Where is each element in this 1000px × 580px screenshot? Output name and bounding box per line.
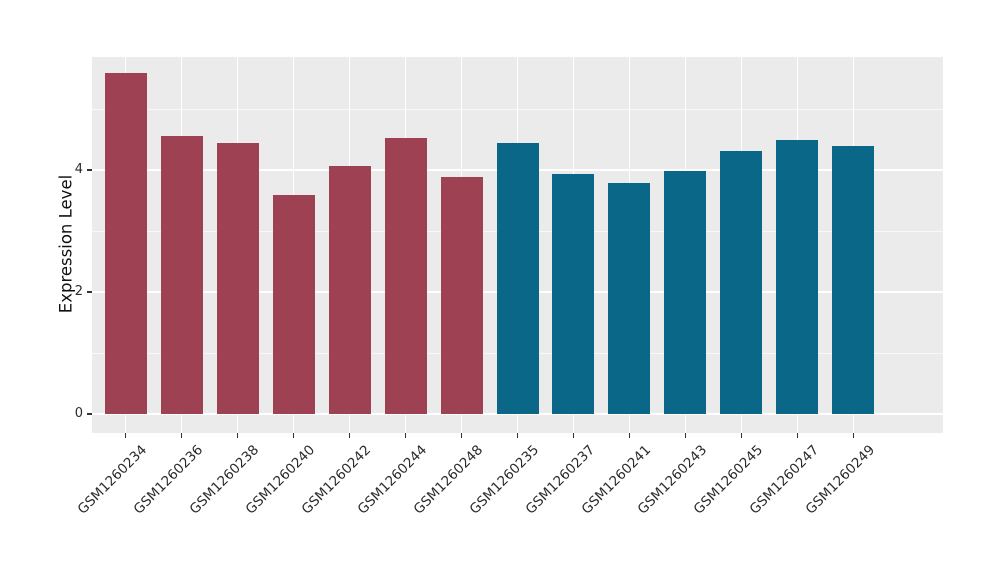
y-tick-mark-4: [87, 169, 92, 171]
x-tick-mark-GSM1260234: [124, 433, 127, 438]
x-tick-mark-GSM1260238: [236, 433, 239, 438]
y-tick-label-2: 2: [74, 284, 83, 299]
bar-GSM1260247: [776, 139, 819, 414]
bar-GSM1260249: [832, 146, 875, 414]
x-tick-mark-GSM1260235: [516, 433, 519, 438]
bar-GSM1260240: [272, 195, 315, 414]
x-tick-mark-GSM1260245: [740, 433, 743, 438]
x-tick-mark-GSM1260236: [180, 433, 183, 438]
x-tick-mark-GSM1260243: [684, 433, 687, 438]
x-tick-mark-GSM1260241: [628, 433, 631, 438]
bar-GSM1260235: [496, 143, 539, 414]
bar-GSM1260242: [328, 165, 371, 414]
bar-GSM1260234: [104, 73, 147, 414]
x-tick-mark-GSM1260240: [292, 433, 295, 438]
bar-GSM1260244: [384, 137, 427, 414]
bar-GSM1260245: [720, 151, 763, 414]
x-tick-mark-GSM1260242: [348, 433, 351, 438]
bar-GSM1260237: [552, 174, 595, 414]
bar-GSM1260238: [216, 142, 259, 414]
bar-GSM1260236: [160, 135, 203, 414]
y-tick-mark-2: [87, 291, 92, 293]
plot-panel: [92, 57, 943, 433]
bar-GSM1260241: [608, 183, 651, 414]
x-tick-mark-GSM1260249: [852, 433, 855, 438]
y-tick-label-0: 0: [74, 406, 83, 421]
bar-GSM1260243: [664, 171, 707, 414]
y-tick-label-4: 4: [74, 162, 83, 177]
x-tick-mark-GSM1260247: [796, 433, 799, 438]
y-tick-mark-0: [87, 413, 92, 415]
x-tick-mark-GSM1260248: [460, 433, 463, 438]
bar-GSM1260248: [440, 176, 483, 414]
x-tick-mark-GSM1260237: [572, 433, 575, 438]
x-tick-mark-GSM1260244: [404, 433, 407, 438]
